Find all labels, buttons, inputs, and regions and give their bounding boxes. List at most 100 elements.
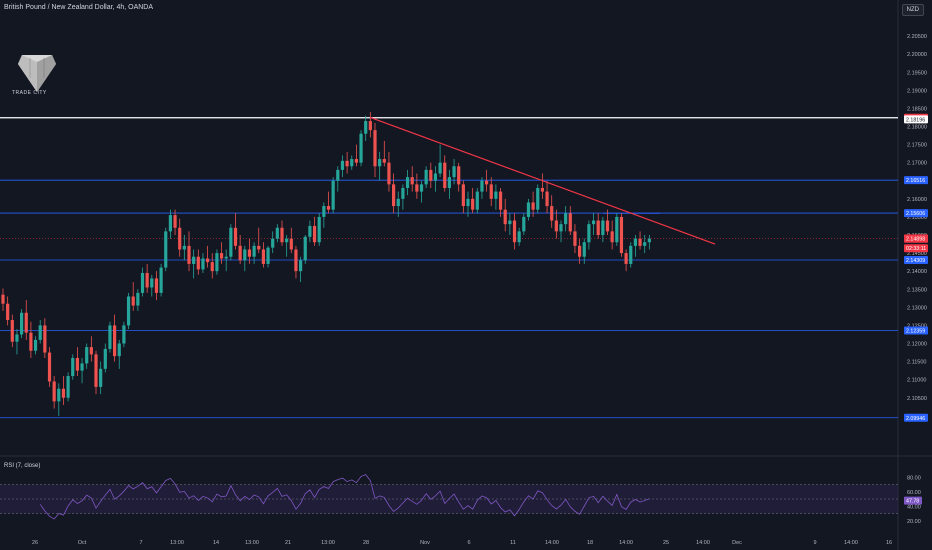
rsi-tick-label: 60.00: [907, 490, 921, 496]
candle-body: [517, 231, 521, 243]
candle-body: [364, 121, 368, 134]
time-tick-label: 25: [663, 540, 669, 546]
candle-body: [47, 352, 52, 382]
candle-body: [429, 169, 433, 181]
candle-body: [443, 162, 447, 188]
level-tag: [904, 326, 928, 335]
logo-shape-icon: [18, 55, 56, 92]
watermark-logo: [12, 50, 62, 100]
price-tag-label: 2.14898: [906, 237, 925, 243]
candle-body: [182, 245, 186, 250]
time-tick-label: Nov: [420, 540, 430, 546]
level-tag: [904, 413, 928, 422]
candle-body: [168, 215, 172, 232]
price-tick-label: 2.19000: [907, 88, 927, 94]
time-tick-label: 18: [587, 540, 593, 546]
price-tick-label: 2.11500: [907, 360, 926, 366]
candle-body: [591, 220, 596, 225]
price-tick-label: 2.12500: [907, 323, 927, 329]
level-tag-label: 2.16516: [906, 178, 925, 184]
candle-body: [578, 245, 582, 257]
candle-body: [643, 242, 647, 246]
candle-body: [457, 166, 461, 185]
candle-body: [20, 312, 24, 335]
candle-body: [350, 159, 354, 167]
candle-body: [136, 292, 140, 306]
candle-body: [373, 130, 377, 167]
time-tick-label: 14: [213, 540, 219, 546]
price-tick-label: 2.18000: [907, 125, 927, 131]
candle-body: [466, 198, 470, 207]
price-tick-label: 2.10500: [907, 396, 927, 402]
candle-body: [326, 206, 331, 210]
candle-body: [224, 256, 228, 259]
candle-body: [545, 191, 549, 207]
candle-body: [285, 238, 289, 243]
currency-badge[interactable]: NZD: [901, 4, 924, 16]
level-tag-label: 2.14309: [906, 258, 925, 264]
price-tags: 2.182422.165162.156062.143092.123592.099…: [904, 113, 928, 422]
price-tick-label: 2.12000: [907, 342, 927, 348]
level-tag-label: 2.12359: [906, 329, 925, 335]
candle-body: [280, 227, 284, 243]
price-tick-label: 2.16000: [907, 197, 927, 203]
candle-body: [526, 202, 531, 217]
time-tick-label: 13:00: [245, 540, 259, 546]
time-axis: 26 Oct 7 13:00 14 13:00 21 13:00 28 Nov 6 11 14:00 18…: [32, 540, 892, 546]
candle-body: [275, 227, 279, 239]
candle-body: [433, 173, 438, 181]
level-tag: [904, 176, 928, 185]
candle-body: [215, 253, 219, 272]
time-tick-label: 13:00: [321, 540, 335, 546]
rsi-current-label: 47.78: [906, 499, 919, 505]
rsi-tick-label: 20.00: [907, 519, 921, 525]
candle-body: [415, 184, 419, 192]
candle-body: [229, 227, 233, 257]
candle-body: [271, 238, 275, 248]
price-tick-label: 2.18500: [907, 106, 927, 112]
candle-body: [475, 191, 479, 210]
time-tick-label: 7: [139, 540, 142, 546]
candle-body: [233, 227, 238, 246]
candle-body: [522, 216, 526, 232]
candle-body: [10, 319, 14, 342]
level-tag-label: 2.15606: [906, 211, 925, 217]
rsi-pane: 80.00 60.00 40.00 20.00 47.78: [0, 474, 922, 525]
candle-body: [368, 121, 372, 131]
time-tick-label: 11: [510, 540, 516, 546]
candle-body: [117, 343, 121, 357]
candle-body: [485, 180, 489, 185]
candle-body: [447, 177, 451, 188]
candle-body: [317, 216, 321, 243]
candle-body: [103, 348, 107, 369]
price-tick-label: 2.15500: [907, 215, 927, 221]
candle-body: [126, 296, 131, 326]
candle-body: [6, 303, 10, 320]
candle-body: [252, 245, 256, 257]
candle-body: [57, 388, 61, 402]
candle-body: [140, 272, 145, 293]
candle-body: [633, 238, 637, 246]
candle-body: [582, 242, 586, 257]
candle-body: [299, 260, 303, 272]
candle-body: [531, 202, 535, 210]
candle-body: [354, 159, 358, 163]
candle-body: [247, 249, 252, 257]
candle-body: [210, 262, 214, 272]
rsi-tick-label: 40.00: [907, 504, 921, 510]
candle-body: [145, 272, 149, 288]
candle-body: [331, 180, 335, 210]
time-tick-label: 14:00: [619, 540, 633, 546]
candle-body: [192, 256, 196, 264]
time-tick-label: Oct: [78, 540, 87, 546]
candle-body: [401, 187, 405, 199]
candle-body: [540, 187, 544, 192]
candles: [1, 112, 651, 416]
candle-body: [89, 347, 93, 355]
time-tick-label: 14:00: [696, 540, 710, 546]
candle-body: [154, 278, 159, 293]
candle-body: [461, 184, 465, 207]
